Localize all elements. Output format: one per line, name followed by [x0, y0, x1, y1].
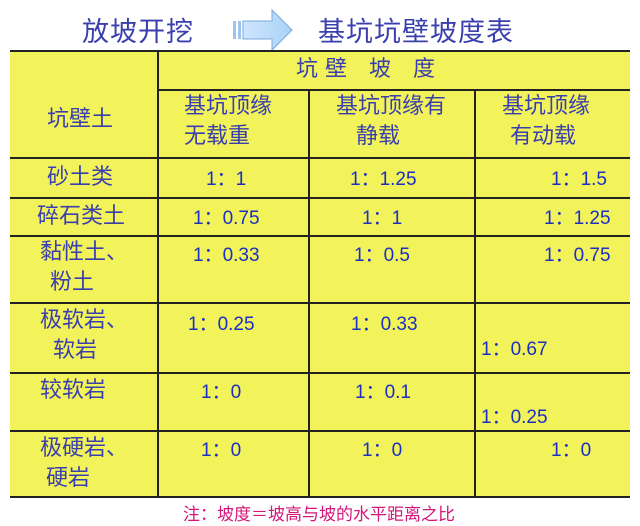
right-arrow-icon [233, 8, 293, 52]
soil-label: 极软岩、 [40, 308, 129, 333]
column-header: 无载重 [184, 124, 251, 149]
value-cell: 1：0 [201, 382, 242, 403]
value-cell: 1：1.25 [544, 208, 611, 229]
row-header: 坑壁土 [47, 107, 114, 132]
value-cell: 1：0.33 [351, 314, 418, 335]
value-cell: 1：0.67 [481, 339, 548, 360]
value-cell: 1：0 [362, 440, 403, 461]
soil-label: 粉土 [50, 270, 95, 295]
soil-label: 硬岩 [46, 466, 91, 491]
value-cell: 1：0.25 [481, 407, 548, 428]
soil-label: 较软岩 [40, 378, 107, 403]
divider [10, 197, 630, 199]
value-cell: 1：1.25 [350, 169, 417, 190]
divider [10, 50, 630, 52]
value-cell: 1：1 [206, 169, 247, 190]
value-cell: 1：0 [551, 440, 592, 461]
footnote: 注：坡度＝坡高与坡的水平距离之比 [183, 505, 455, 525]
value-cell: 1：0 [201, 440, 242, 461]
divider [157, 89, 630, 91]
divider [10, 430, 630, 432]
value-cell: 1：1 [362, 208, 403, 229]
divider [157, 50, 159, 498]
soil-label: 砂土类 [47, 165, 114, 190]
column-header: 基坑顶缘 [184, 94, 273, 119]
divider [474, 89, 476, 498]
column-header: 基坑顶缘 [502, 94, 591, 119]
value-cell: 1：0.25 [188, 314, 255, 335]
value-cell: 1：0.33 [193, 245, 260, 266]
value-cell: 1：0.5 [354, 245, 410, 266]
divider [10, 235, 630, 237]
divider [10, 157, 630, 159]
slope-table: 坑壁土 坑 壁 坡 度 基坑顶缘 无载重 基坑顶缘有 静载 基坑顶缘 有动载 砂… [10, 50, 630, 498]
divider [10, 372, 630, 374]
value-cell: 1：1.5 [551, 169, 607, 190]
divider [10, 302, 630, 304]
soil-label: 软岩 [53, 338, 98, 363]
column-header: 静载 [356, 124, 401, 149]
soil-label: 黏性土、 [40, 240, 129, 265]
title-right: 基坑坑壁坡度表 [318, 17, 514, 48]
title-left: 放坡开挖 [82, 17, 194, 48]
column-header: 有动载 [510, 124, 577, 149]
soil-label: 极硬岩、 [40, 436, 129, 461]
value-cell: 1：0.75 [544, 245, 611, 266]
column-header: 基坑顶缘有 [336, 94, 447, 119]
value-cell: 1：0.75 [193, 208, 260, 229]
value-cell: 1：0.1 [355, 382, 411, 403]
soil-label: 碎石类土 [37, 204, 126, 229]
divider [308, 89, 310, 498]
group-header: 坑 壁 坡 度 [296, 57, 435, 82]
divider [10, 496, 630, 498]
